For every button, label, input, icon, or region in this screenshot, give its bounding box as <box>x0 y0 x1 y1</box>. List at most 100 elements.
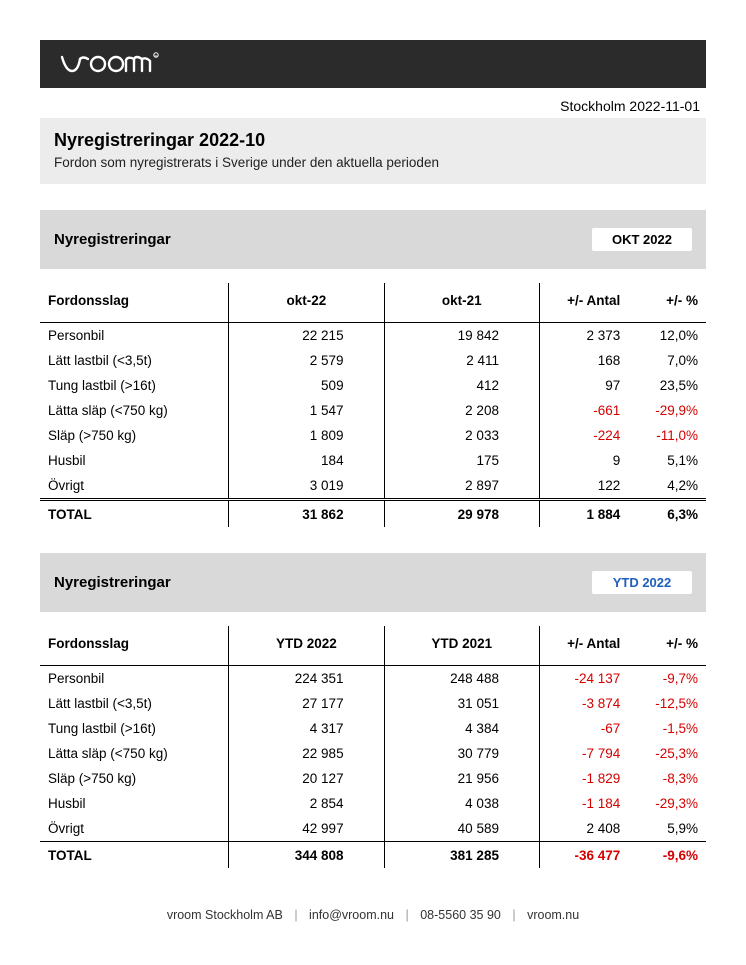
table-row: Släp (>750 kg)20 12721 956-1 829-8,3% <box>40 766 706 791</box>
table-row: Lätta släp (<750 kg)22 98530 779-7 794-2… <box>40 741 706 766</box>
cell-a: 224 351 <box>229 666 384 692</box>
cell-pct: 7,0% <box>628 348 706 373</box>
cell-cat: Lätt lastbil (<3,5t) <box>40 348 229 373</box>
cell-pct: -29,3% <box>628 791 706 816</box>
th-cat: Fordonsslag <box>40 283 229 323</box>
cell-pct: -8,3% <box>628 766 706 791</box>
cell-pct: 6,3% <box>628 500 706 528</box>
date-line: Stockholm 2022-11-01 <box>40 88 706 114</box>
cell-cat: Övrigt <box>40 473 229 500</box>
section-title: Nyregistreringar <box>54 574 171 591</box>
footer-web: vroom.nu <box>527 908 579 922</box>
table-row: Släp (>750 kg)1 8092 033-224-11,0% <box>40 423 706 448</box>
table-row: Övrigt42 99740 5892 4085,9% <box>40 816 706 842</box>
cell-cat: Tung lastbil (>16t) <box>40 373 229 398</box>
cell-b: 175 <box>384 448 539 473</box>
table-total-row: TOTAL31 86229 9781 8846,3% <box>40 500 706 528</box>
th-b: YTD 2021 <box>384 626 539 666</box>
footer: vroom Stockholm AB | info@vroom.nu | 08-… <box>40 898 706 922</box>
brand-bar: R <box>40 40 706 88</box>
footer-email: info@vroom.nu <box>309 908 394 922</box>
th-b: okt-21 <box>384 283 539 323</box>
page-title: Nyregistreringar 2022-10 <box>54 130 692 151</box>
title-block: Nyregistreringar 2022-10 Fordon som nyre… <box>40 118 706 184</box>
cell-b: 2 208 <box>384 398 539 423</box>
cell-cat: Husbil <box>40 791 229 816</box>
table-row: Tung lastbil (>16t)4 3174 384-67-1,5% <box>40 716 706 741</box>
cell-pct: -25,3% <box>628 741 706 766</box>
cell-pct: 4,2% <box>628 473 706 500</box>
cell-pct: -11,0% <box>628 423 706 448</box>
cell-diff: 1 884 <box>539 500 628 528</box>
footer-company: vroom Stockholm AB <box>167 908 283 922</box>
section-title: Nyregistreringar <box>54 231 171 248</box>
cell-pct: -9,6% <box>628 842 706 869</box>
cell-pct: -12,5% <box>628 691 706 716</box>
cell-cat: Lätt lastbil (<3,5t) <box>40 691 229 716</box>
table-row: Husbil2 8544 038-1 184-29,3% <box>40 791 706 816</box>
cell-a: 42 997 <box>229 816 384 842</box>
cell-cat: Lätta släp (<750 kg) <box>40 741 229 766</box>
th-a: YTD 2022 <box>229 626 384 666</box>
cell-cat: Släp (>750 kg) <box>40 766 229 791</box>
cell-cat: Personbil <box>40 323 229 349</box>
cell-diff: -24 137 <box>539 666 628 692</box>
cell-b: 30 779 <box>384 741 539 766</box>
cell-b: 412 <box>384 373 539 398</box>
cell-b: 381 285 <box>384 842 539 869</box>
cell-diff: 9 <box>539 448 628 473</box>
table-row: Lätt lastbil (<3,5t)27 17731 051-3 874-1… <box>40 691 706 716</box>
table-row: Husbil18417595,1% <box>40 448 706 473</box>
cell-a: 31 862 <box>229 500 384 528</box>
cell-pct: 5,1% <box>628 448 706 473</box>
cell-a: 1 547 <box>229 398 384 423</box>
cell-b: 19 842 <box>384 323 539 349</box>
cell-a: 27 177 <box>229 691 384 716</box>
cell-b: 21 956 <box>384 766 539 791</box>
cell-diff: -224 <box>539 423 628 448</box>
section-bar-ytd: Nyregistreringar YTD 2022 <box>40 553 706 612</box>
table-row: Lätta släp (<750 kg)1 5472 208-661-29,9% <box>40 398 706 423</box>
section-bar-okt: Nyregistreringar OKT 2022 <box>40 210 706 269</box>
cell-diff: 2 373 <box>539 323 628 349</box>
cell-a: 3 019 <box>229 473 384 500</box>
cell-b: 2 411 <box>384 348 539 373</box>
cell-pct: 5,9% <box>628 816 706 842</box>
table-row: Lätt lastbil (<3,5t)2 5792 4111687,0% <box>40 348 706 373</box>
th-d: +/- % <box>628 283 706 323</box>
cell-diff: 122 <box>539 473 628 500</box>
cell-b: 2 897 <box>384 473 539 500</box>
table-row: Tung lastbil (>16t)5094129723,5% <box>40 373 706 398</box>
cell-b: 2 033 <box>384 423 539 448</box>
cell-cat: Släp (>750 kg) <box>40 423 229 448</box>
cell-a: 20 127 <box>229 766 384 791</box>
th-c: +/- Antal <box>539 283 628 323</box>
cell-cat: TOTAL <box>40 500 229 528</box>
cell-pct: -1,5% <box>628 716 706 741</box>
th-cat: Fordonsslag <box>40 626 229 666</box>
cell-diff: -7 794 <box>539 741 628 766</box>
cell-diff: -661 <box>539 398 628 423</box>
cell-diff: 97 <box>539 373 628 398</box>
cell-b: 31 051 <box>384 691 539 716</box>
cell-a: 509 <box>229 373 384 398</box>
table-row: Personbil22 21519 8422 37312,0% <box>40 323 706 349</box>
cell-diff: -67 <box>539 716 628 741</box>
svg-text:R: R <box>155 54 158 59</box>
table-ytd: Fordonsslag YTD 2022 YTD 2021 +/- Antal … <box>40 626 706 868</box>
page-subtitle: Fordon som nyregistrerats i Sverige unde… <box>54 155 692 170</box>
table-total-row: TOTAL344 808381 285-36 477-9,6% <box>40 842 706 869</box>
cell-b: 29 978 <box>384 500 539 528</box>
cell-cat: TOTAL <box>40 842 229 869</box>
cell-diff: -36 477 <box>539 842 628 869</box>
cell-diff: 168 <box>539 348 628 373</box>
cell-b: 40 589 <box>384 816 539 842</box>
cell-a: 184 <box>229 448 384 473</box>
th-d: +/- % <box>628 626 706 666</box>
cell-pct: 12,0% <box>628 323 706 349</box>
footer-phone: 08-5560 35 90 <box>420 908 501 922</box>
cell-a: 1 809 <box>229 423 384 448</box>
table-row: Personbil224 351248 488-24 137-9,7% <box>40 666 706 692</box>
cell-pct: -9,7% <box>628 666 706 692</box>
cell-a: 4 317 <box>229 716 384 741</box>
